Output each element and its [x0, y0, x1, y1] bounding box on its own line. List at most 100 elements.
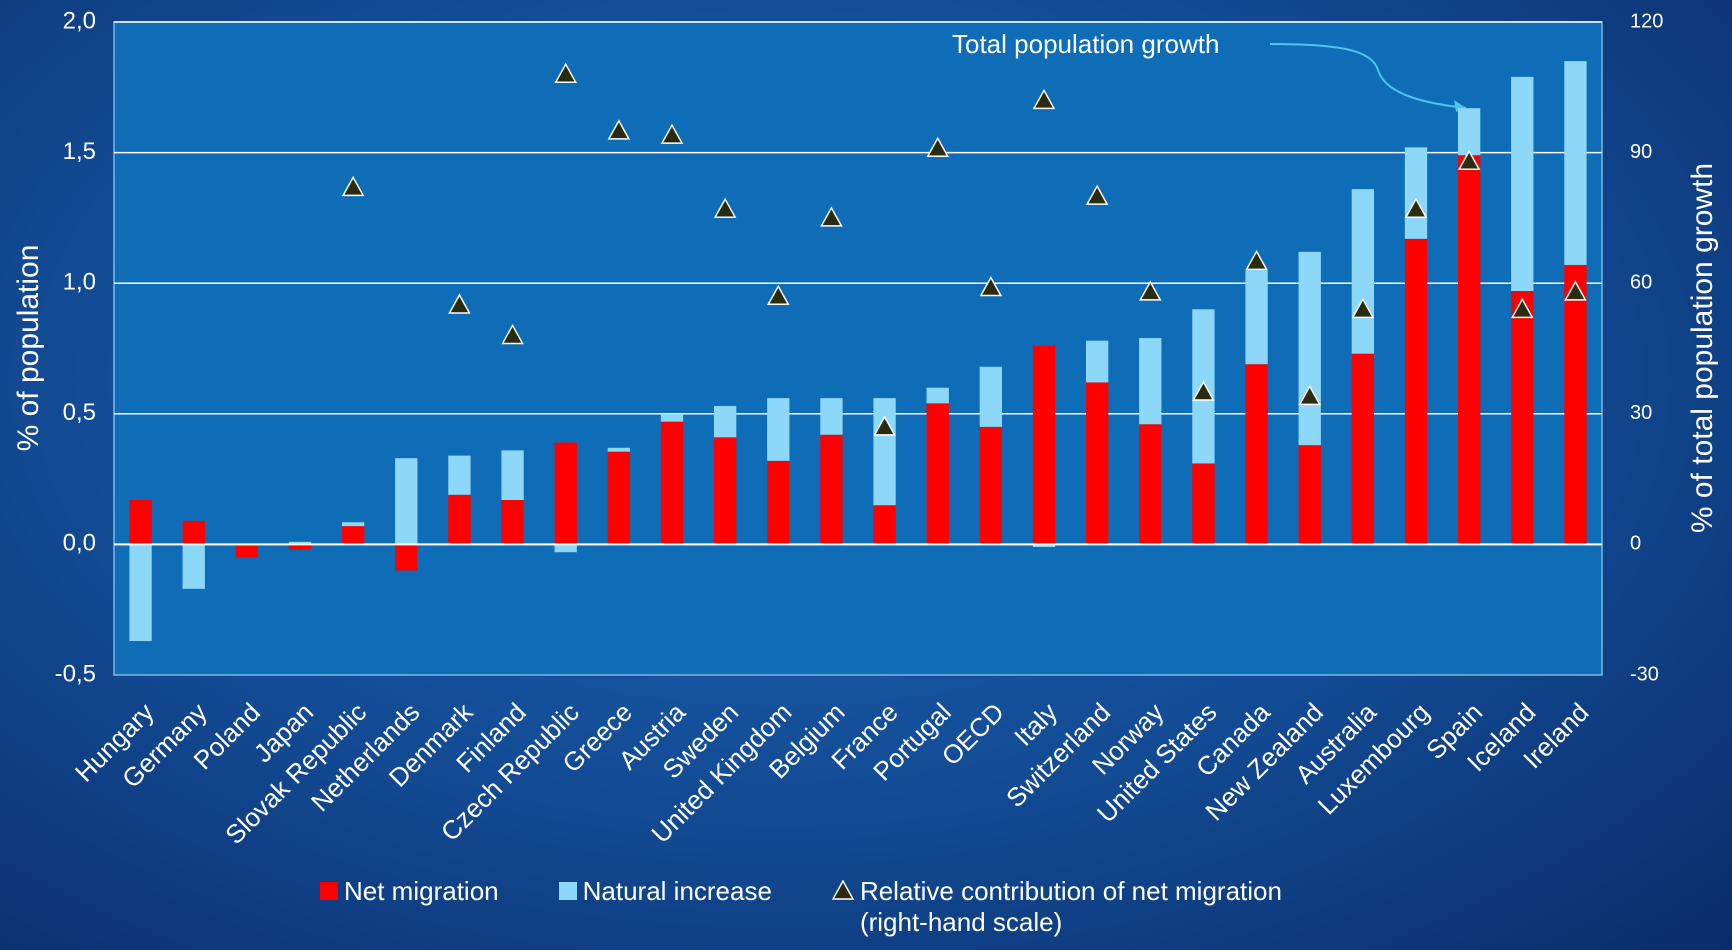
bar [395, 458, 418, 545]
y-tick-label: 2,0 [63, 7, 96, 34]
bar [1298, 251, 1321, 446]
bar [235, 544, 259, 558]
bar [660, 421, 684, 545]
marker [979, 276, 1003, 297]
y2-tick-label: 0 [1630, 533, 1641, 555]
marker [1564, 280, 1587, 301]
marker [501, 323, 524, 345]
y-tick-label: 0,0 [63, 530, 96, 557]
bar [1457, 155, 1481, 545]
marker [1457, 149, 1481, 171]
legend-item: Net migration [320, 876, 499, 938]
y-tick-label: 1,0 [63, 269, 96, 296]
bar [873, 398, 896, 506]
bar [1564, 61, 1587, 265]
bar [1085, 382, 1109, 545]
bar [554, 544, 577, 553]
bar [607, 447, 631, 452]
bar [129, 499, 152, 545]
marker [926, 136, 949, 157]
marker [873, 415, 896, 436]
bar [1032, 544, 1056, 548]
bar [448, 455, 471, 495]
y-axis-label: % of population [12, 245, 45, 452]
y-tick-label: 1,5 [63, 138, 96, 165]
legend-marker [831, 880, 854, 900]
bar [926, 387, 949, 404]
y2-axis-label: % of total population growth [1686, 163, 1719, 533]
bar [182, 520, 205, 545]
bar [1404, 147, 1428, 239]
bar [1564, 264, 1587, 545]
marker [607, 119, 631, 140]
bar [1245, 270, 1268, 365]
legend-swatch [320, 882, 338, 900]
bar [926, 403, 949, 545]
marker [1139, 280, 1162, 301]
bar [182, 544, 205, 589]
marker [1192, 380, 1215, 401]
bar [979, 426, 1003, 545]
bar [288, 541, 312, 545]
bar [1457, 108, 1481, 156]
x-tick-label: OECD [936, 697, 1010, 771]
bar [1511, 76, 1534, 292]
bar [1139, 338, 1162, 425]
bar [341, 526, 365, 545]
bar [1085, 340, 1109, 383]
marker [1298, 384, 1321, 406]
bar [1298, 445, 1321, 545]
legend-label: Natural increase [582, 876, 772, 906]
marker [554, 62, 577, 83]
bar [554, 442, 577, 545]
bar [767, 460, 790, 545]
marker [1032, 88, 1056, 110]
bar [448, 494, 471, 545]
annotation-arrow [1269, 43, 1467, 109]
bar [395, 544, 418, 571]
bar [767, 398, 790, 461]
y2-tick-label: 120 [1630, 10, 1663, 32]
marker [660, 123, 684, 144]
bar [341, 522, 365, 527]
bar [288, 544, 312, 550]
legend: Net migration Natural increase Relative co… [320, 876, 1410, 938]
bar [873, 505, 896, 545]
bar [820, 434, 843, 545]
marker [713, 197, 737, 218]
plot-area [113, 21, 1603, 676]
bar [607, 451, 631, 545]
bar [1245, 364, 1268, 545]
legend-item: Natural increase [558, 876, 772, 938]
y2-tick-label: 60 [1630, 271, 1652, 293]
marker [820, 206, 843, 227]
bar [501, 499, 524, 545]
annotation: Total population growth [952, 29, 1219, 59]
y2-tick-label: 90 [1630, 141, 1652, 163]
bar [1351, 189, 1375, 354]
marker [1245, 249, 1268, 271]
marker [767, 284, 790, 306]
marker [1351, 297, 1375, 319]
y2-tick-label: -30 [1630, 663, 1659, 685]
marker [341, 175, 365, 197]
y-tick-label: 0,5 [63, 399, 96, 426]
legend-label: Net migration [344, 876, 499, 906]
bar [1032, 345, 1056, 545]
legend-swatch [558, 882, 577, 900]
bar [501, 450, 524, 500]
marker [1404, 197, 1428, 218]
bar [1404, 238, 1428, 545]
bar [129, 544, 152, 642]
marker [1511, 297, 1534, 319]
bar [820, 398, 843, 435]
bar [713, 437, 737, 545]
bar [1351, 353, 1375, 545]
legend-item: Relative contribution of net migration (… [831, 876, 1350, 938]
bar [713, 405, 737, 438]
bar [1192, 463, 1215, 545]
y-tick-label: -0,5 [55, 660, 96, 687]
bar [660, 413, 684, 422]
